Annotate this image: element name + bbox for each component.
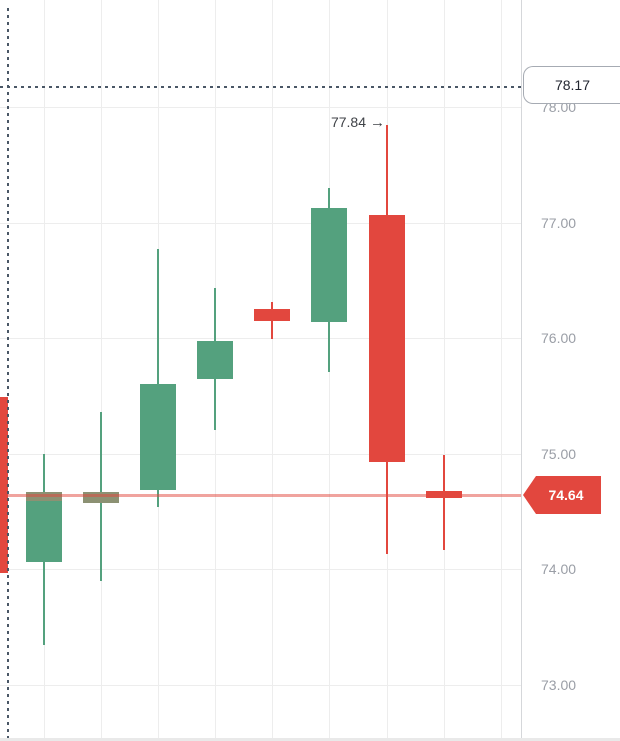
last-price-label: 74.64 [523, 476, 601, 514]
candle-wick [271, 302, 273, 340]
price-tick-label: 73.00 [541, 677, 577, 693]
candle-body [140, 384, 176, 490]
vertical-gridline [444, 0, 445, 741]
last-price-value: 74.64 [548, 487, 584, 503]
candle-body [369, 214, 405, 462]
candle-body [311, 207, 347, 322]
horizontal-gridline [0, 107, 521, 108]
crosshair-horizontal-line [0, 86, 521, 88]
candle-wick [157, 249, 159, 507]
vertical-gridline [501, 0, 502, 741]
annotation-price-text: 77.84 [330, 114, 366, 130]
candle-body-clipped [0, 397, 8, 573]
price-tick-label: 77.00 [541, 215, 577, 231]
last-price-line [0, 494, 521, 497]
vertical-gridline [101, 0, 102, 741]
horizontal-gridline [0, 223, 521, 224]
candle-wick [443, 454, 445, 550]
price-tick-label: 75.00 [541, 446, 577, 462]
candle-body [26, 491, 62, 563]
horizontal-gridline [0, 685, 521, 686]
candle-body [254, 309, 290, 321]
horizontal-gridline [0, 569, 521, 570]
crosshair-price-label: 78.17 [523, 66, 620, 104]
high-price-annotation: 77.84 → [0, 114, 385, 131]
arrow-right-icon: → [370, 114, 385, 131]
candle-body [83, 491, 119, 504]
horizontal-gridline [0, 338, 521, 339]
vertical-gridline [272, 0, 273, 741]
price-tick-label: 74.00 [541, 561, 577, 577]
crosshair-price-value: 78.17 [554, 77, 591, 93]
candle-body [197, 340, 233, 379]
price-axis[interactable]: 73.00 74.00 75.00 76.00 77.00 78.00 78.17 74.… [521, 0, 620, 741]
vertical-gridline [44, 0, 45, 741]
horizontal-gridline [0, 454, 521, 455]
price-tick-label: 76.00 [541, 330, 577, 346]
chart-plot-area[interactable]: 77.84 → [0, 0, 521, 741]
crosshair-vertical-line [7, 8, 9, 741]
bottom-edge-strip [0, 738, 620, 741]
